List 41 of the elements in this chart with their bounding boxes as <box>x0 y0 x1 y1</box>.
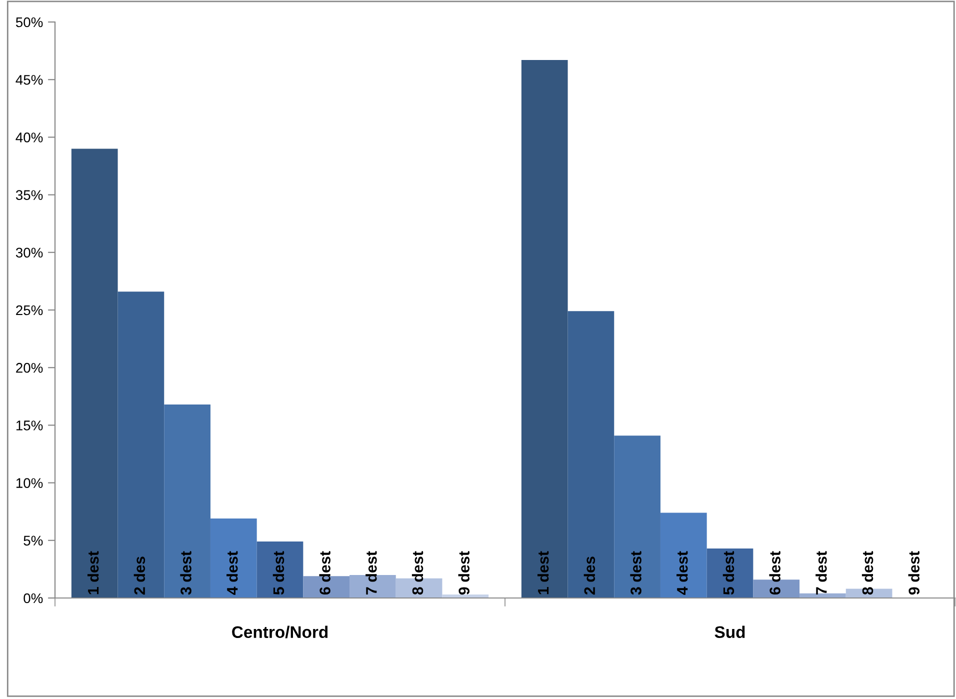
series-label: 3 dest <box>180 551 192 595</box>
series-label: 4 dest <box>226 551 238 595</box>
y-tick-label: 30% <box>16 248 43 258</box>
text: 9 dest <box>458 551 470 595</box>
text: 6 dest <box>769 551 780 595</box>
y-tick-label: 15% <box>16 420 43 430</box>
text: 9 dest <box>908 551 920 595</box>
text: 8 dest <box>862 551 874 595</box>
bar <box>706 548 754 598</box>
text: 7 dest <box>366 551 377 594</box>
series-label: 2 des <box>134 556 146 595</box>
y-tick-label: 45% <box>16 74 43 85</box>
bar <box>660 512 707 598</box>
bar <box>210 518 257 598</box>
bar <box>568 311 614 598</box>
text: 2 des <box>584 556 596 595</box>
text: 1 dest <box>537 551 549 594</box>
bar <box>164 404 210 598</box>
bar <box>256 542 304 598</box>
y-tick-label: 35% <box>16 190 43 200</box>
bar <box>118 292 164 598</box>
y-tick-label: 20% <box>16 362 43 373</box>
y-tick-label: 5% <box>24 536 43 546</box>
text: 5 dest <box>272 551 284 595</box>
x-tick-label: Sud <box>714 626 745 638</box>
text: 4 dest <box>676 551 688 595</box>
y-tick-label: 10% <box>16 478 43 488</box>
y-tick-label: 40% <box>16 132 43 142</box>
bar <box>614 436 660 598</box>
y-tick-label: 0% <box>24 593 43 604</box>
series-label: 5 dest <box>722 551 734 595</box>
series-label: 1 dest <box>87 551 99 594</box>
x-tick-label: Centro/Nord <box>232 626 328 638</box>
y-tick-label: 50% <box>16 17 43 28</box>
bar <box>521 60 568 598</box>
text: 7 dest <box>816 551 827 594</box>
bar <box>71 148 118 598</box>
y-tick-label: 25% <box>16 305 43 316</box>
text: 3 dest <box>630 551 642 595</box>
text: 6 dest <box>319 551 330 595</box>
text: 8 dest <box>412 551 424 595</box>
